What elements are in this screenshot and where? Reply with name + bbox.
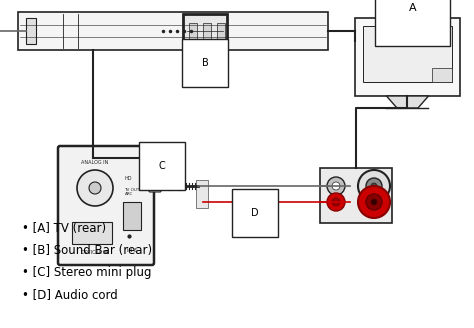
Circle shape — [358, 170, 390, 202]
Text: • [B] Sound Bar (rear): • [B] Sound Bar (rear) — [22, 244, 152, 257]
Text: • [D] Audio cord: • [D] Audio cord — [22, 288, 118, 301]
FancyBboxPatch shape — [320, 168, 392, 223]
FancyBboxPatch shape — [183, 14, 227, 48]
Text: TV OUT
ARC: TV OUT ARC — [125, 188, 140, 196]
Text: IN 3: IN 3 — [127, 248, 137, 253]
Circle shape — [332, 182, 340, 190]
FancyBboxPatch shape — [58, 146, 154, 265]
Circle shape — [358, 186, 390, 218]
Circle shape — [89, 182, 101, 194]
Circle shape — [366, 194, 382, 210]
FancyBboxPatch shape — [26, 18, 36, 44]
FancyBboxPatch shape — [149, 180, 161, 192]
FancyBboxPatch shape — [72, 222, 112, 244]
Text: OPTICAL IN: OPTICAL IN — [82, 250, 109, 255]
FancyBboxPatch shape — [432, 68, 452, 82]
Text: B: B — [201, 58, 209, 68]
Text: • [A] TV (rear): • [A] TV (rear) — [22, 222, 106, 235]
Circle shape — [366, 178, 382, 194]
FancyBboxPatch shape — [363, 26, 452, 82]
FancyBboxPatch shape — [123, 202, 141, 230]
Text: ANALOG IN: ANALOG IN — [82, 159, 109, 165]
FancyBboxPatch shape — [203, 23, 211, 39]
Circle shape — [332, 198, 340, 206]
Circle shape — [327, 193, 345, 211]
FancyBboxPatch shape — [196, 180, 208, 208]
Circle shape — [371, 199, 377, 205]
Text: HD: HD — [125, 175, 132, 180]
FancyBboxPatch shape — [355, 18, 460, 96]
Text: D: D — [251, 208, 259, 218]
Circle shape — [77, 170, 113, 206]
FancyBboxPatch shape — [189, 23, 197, 39]
FancyBboxPatch shape — [18, 12, 328, 50]
FancyBboxPatch shape — [217, 23, 225, 39]
Text: A: A — [409, 3, 416, 13]
Circle shape — [371, 183, 377, 189]
Text: • [C] Stereo mini plug: • [C] Stereo mini plug — [22, 266, 152, 279]
Text: C: C — [159, 161, 165, 171]
Circle shape — [327, 177, 345, 195]
Polygon shape — [386, 96, 428, 108]
